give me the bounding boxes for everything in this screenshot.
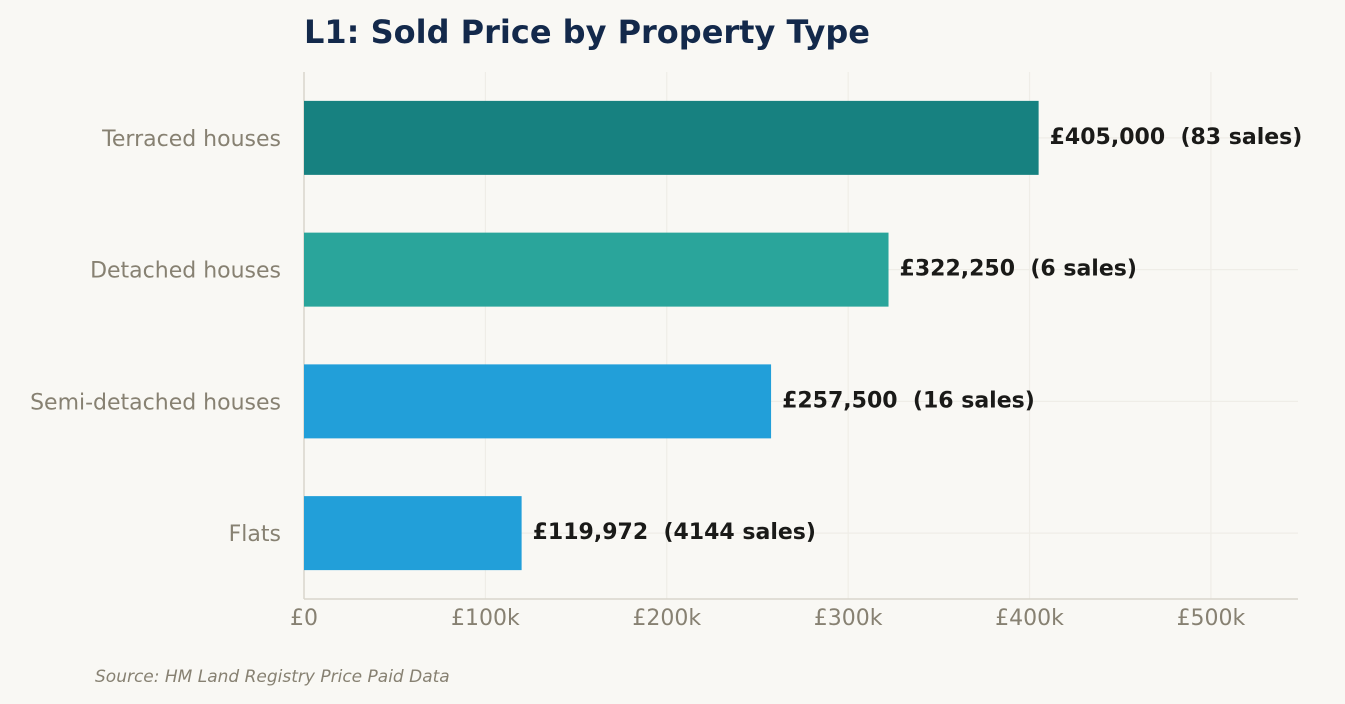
bar-terraced-houses	[304, 100, 1039, 175]
source-note: Source: HM Land Registry Price Paid Data	[95, 667, 450, 687]
bars	[304, 100, 1039, 571]
x-tick-label: £0	[290, 606, 318, 631]
category-label: Flats	[229, 522, 281, 547]
value-label: £257,500 (16 sales)	[782, 388, 1035, 413]
labels: £0 £100k £200k £300k £400k £500k Terraced hous…	[30, 125, 1302, 631]
value-label: £405,000 (83 sales)	[1050, 125, 1303, 150]
chart-title: L1: Sold Price by Property Type	[304, 13, 870, 51]
value-label: £119,972 (4144 sales)	[533, 520, 816, 545]
x-tick-label: £500k	[1177, 606, 1246, 631]
x-tick-label: £200k	[632, 606, 701, 631]
x-tick-label: £400k	[995, 606, 1064, 631]
category-label: Semi-detached houses	[30, 390, 281, 415]
value-label: £322,250 (6 sales)	[900, 257, 1137, 282]
bar-semi-detached-houses	[304, 364, 772, 439]
category-label: Terraced houses	[101, 127, 281, 152]
category-label: Detached houses	[90, 259, 281, 284]
x-tick-label: £300k	[814, 606, 883, 631]
x-tick-label: £100k	[451, 606, 520, 631]
bar-flats	[304, 496, 522, 571]
bar-detached-houses	[304, 232, 889, 307]
